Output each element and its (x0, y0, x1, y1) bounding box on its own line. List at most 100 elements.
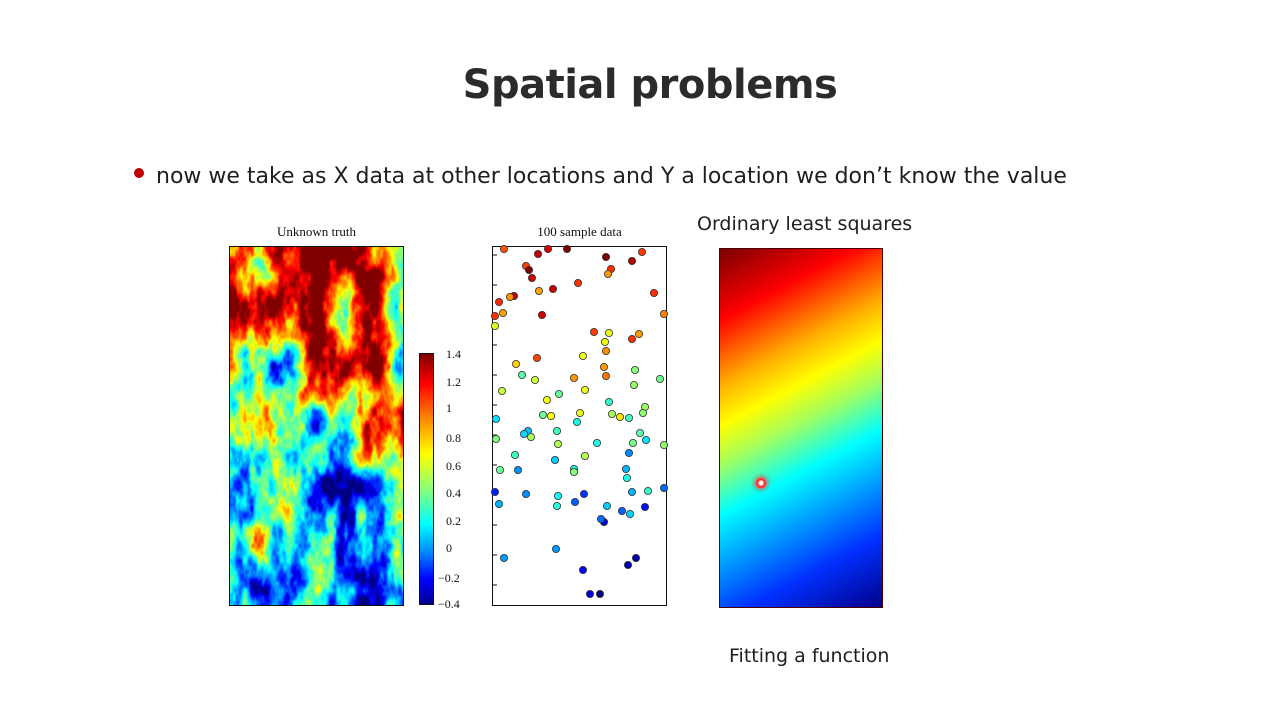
sample-point (555, 389, 564, 398)
sample-point (491, 312, 499, 321)
sample-point (586, 589, 595, 598)
sample-point (628, 438, 637, 447)
colorbar-tick: 1.4 (446, 347, 461, 361)
sample-point (631, 553, 640, 562)
sample-point (602, 347, 611, 356)
bullet-icon (134, 168, 144, 178)
ols-title: Ordinary least squares (697, 213, 913, 235)
sample-point (659, 310, 668, 319)
colorbar (419, 353, 434, 605)
sample-point (601, 338, 610, 347)
sample-point (531, 375, 540, 384)
sample-point (544, 245, 553, 253)
sample-point (605, 329, 614, 338)
sample-point (521, 489, 530, 498)
sample-point (624, 448, 633, 457)
colorbar-tick: 0.6 (446, 459, 461, 473)
sample-point (629, 380, 638, 389)
sample-point (499, 309, 507, 318)
sample-point (593, 438, 602, 447)
sample-point (630, 366, 639, 375)
sample-point (625, 509, 634, 518)
sample-point (492, 434, 500, 443)
ols-fit-image (719, 248, 883, 608)
sample-point (492, 414, 500, 423)
sample-point (602, 253, 611, 261)
sample-scatter-plot (491, 245, 668, 606)
sample-point (534, 250, 543, 258)
sample-point (513, 465, 522, 474)
sample-point (549, 285, 558, 294)
sample-point (580, 489, 589, 498)
sample-point (553, 501, 562, 510)
sample-point (634, 330, 643, 339)
colorbar-tick: 0 (446, 541, 452, 555)
sample-point (590, 328, 599, 337)
sample-point (627, 335, 636, 344)
sample-point (627, 487, 636, 496)
bullet-text: now we take as X data at other locations… (156, 164, 1067, 189)
sample-point (608, 409, 617, 418)
sample-point (571, 497, 580, 506)
sample-point (517, 371, 526, 380)
sample-point (618, 506, 627, 515)
sample-point (627, 256, 636, 265)
sample-point (596, 589, 605, 598)
colorbar-tick: 0.8 (446, 431, 461, 445)
sample-point (573, 417, 582, 426)
colorbar-tick: −0.2 (438, 571, 460, 585)
sample-points (491, 245, 668, 598)
sample-point (491, 487, 499, 496)
sample-point (655, 374, 664, 383)
sample-point (547, 411, 556, 420)
sample-point (552, 544, 561, 553)
sample-point (496, 465, 504, 474)
sample-point (519, 429, 528, 438)
sample-point (621, 464, 630, 473)
sample-point (543, 395, 552, 404)
sample-point (624, 413, 633, 422)
sample-point (602, 372, 611, 381)
sample-point (570, 467, 579, 476)
sample-plot-title: 100 sample data (537, 224, 622, 239)
sample-point (581, 451, 590, 460)
sample-point (495, 298, 503, 307)
sample-point (511, 360, 520, 369)
sample-point (641, 435, 650, 444)
target-location-marker (754, 476, 768, 490)
sample-point (635, 428, 644, 437)
sample-point (600, 363, 609, 372)
sample-point (643, 486, 652, 495)
sample-point (510, 450, 519, 459)
colorbar-tick: −0.4 (438, 597, 460, 611)
sample-point (623, 560, 632, 569)
sample-point (533, 354, 542, 363)
sample-point (553, 426, 562, 435)
bullet-item: now we take as X data at other locations… (134, 164, 1067, 189)
colorbar-tick: 0.2 (446, 514, 461, 528)
sample-point (570, 374, 579, 383)
sample-point (659, 483, 668, 492)
sample-point (638, 408, 647, 417)
sample-point (649, 289, 658, 298)
sample-point (495, 499, 503, 508)
sample-point (637, 248, 646, 256)
sample-point (505, 293, 514, 302)
sample-point (563, 245, 572, 253)
sample-point (616, 412, 625, 421)
sample-point (579, 565, 588, 574)
colorbar-tick: 1 (446, 401, 452, 415)
sample-point (605, 397, 614, 406)
truth-field-image (229, 246, 404, 606)
sample-point (576, 408, 585, 417)
colorbar-tick: 0.4 (446, 486, 461, 500)
sample-point (581, 385, 590, 394)
sample-point (528, 273, 537, 282)
sample-point (500, 245, 508, 253)
sample-point (498, 386, 506, 395)
sample-point (604, 269, 613, 278)
sample-point (640, 502, 649, 511)
sample-point (539, 410, 548, 419)
sample-point (603, 501, 612, 510)
sample-point (659, 440, 668, 449)
